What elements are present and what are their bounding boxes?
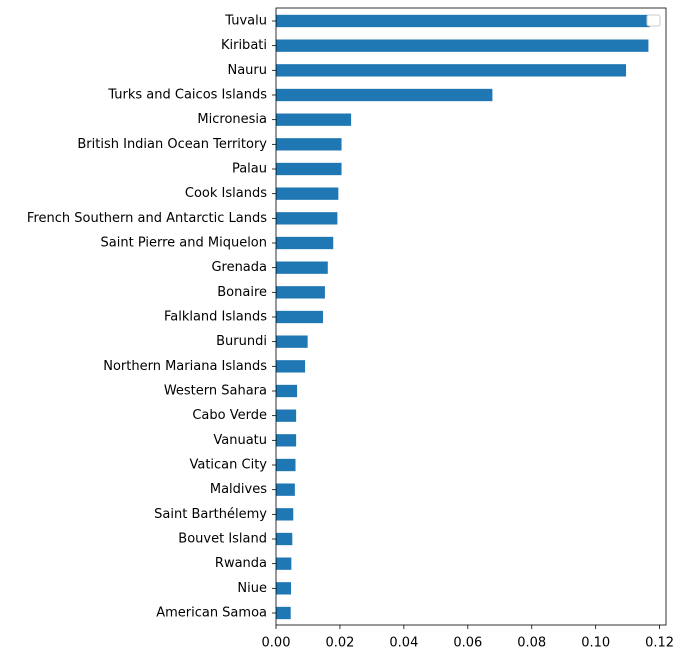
bar	[276, 532, 293, 546]
y-tick-label: Cabo Verde	[192, 408, 267, 423]
bar	[276, 286, 325, 299]
y-tick-label: Falkland Islands	[164, 310, 267, 325]
y-tick-label: Kiribati	[221, 38, 267, 53]
bar	[276, 14, 651, 28]
bar	[276, 88, 493, 102]
bar	[276, 162, 342, 176]
bar	[276, 360, 306, 373]
bar	[276, 212, 338, 225]
y-tick-label: Palau	[232, 162, 267, 177]
bar	[276, 138, 342, 151]
y-tick-label: Saint Barthélemy	[154, 507, 267, 522]
bar	[276, 606, 291, 620]
y-tick-label: Turks and Caicos Islands	[107, 88, 267, 103]
bar	[276, 434, 297, 447]
y-tick-label: Northern Mariana Islands	[103, 359, 267, 374]
y-tick-labels: Tuvalu Kiribati Nauru Turks and Caicos Isla…	[27, 14, 276, 621]
axes-frame	[275, 7, 667, 626]
y-tick-label: Burundi	[216, 334, 267, 349]
bar	[276, 310, 323, 324]
bar	[276, 557, 292, 570]
bar	[276, 261, 328, 274]
y-tick-label: Grenada	[211, 260, 267, 275]
bar	[276, 113, 352, 126]
bar	[276, 409, 297, 422]
y-tick-label: Nauru	[227, 63, 267, 78]
x-tick-label: 0.06	[453, 636, 482, 651]
bar	[276, 64, 627, 77]
y-tick-label: Rwanda	[215, 556, 267, 571]
y-tick-label: Micronesia	[197, 112, 267, 127]
legend-box	[646, 14, 661, 27]
x-tick-label: 0.12	[645, 636, 674, 651]
bar	[276, 335, 308, 348]
bar	[276, 236, 334, 250]
x-tick-label: 0.10	[581, 636, 610, 651]
y-tick-label: Bouvet Island	[178, 532, 267, 547]
y-tick-label: Western Sahara	[164, 384, 267, 399]
x-tick-label: 0.00	[262, 636, 291, 651]
bar	[276, 384, 298, 398]
y-tick-label: Maldives	[210, 482, 267, 497]
bar	[276, 458, 296, 472]
x-ticks: 0.00 0.02 0.04 0.06 0.08 0.10 0.12	[262, 625, 674, 651]
y-tick-label: American Samoa	[156, 606, 267, 621]
y-tick-label: Tuvalu	[224, 14, 267, 29]
bar	[276, 483, 295, 496]
y-tick-label: Niue	[237, 581, 267, 596]
y-tick-label: French Southern and Antarctic Lands	[27, 211, 267, 226]
bar	[276, 508, 294, 521]
bar	[276, 187, 339, 200]
y-tick-label: British Indian Ocean Territory	[77, 137, 267, 152]
x-tick-label: 0.04	[389, 636, 418, 651]
y-tick-label: Vanuatu	[213, 433, 267, 448]
bar	[276, 582, 292, 595]
x-tick-label: 0.08	[517, 636, 546, 651]
x-tick-label: 0.02	[325, 636, 354, 651]
y-tick-label: Bonaire	[217, 285, 267, 300]
bars-group	[276, 14, 651, 620]
y-tick-label: Saint Pierre and Miquelon	[101, 236, 267, 251]
y-tick-label: Cook Islands	[185, 186, 267, 201]
bar	[276, 39, 649, 52]
y-tick-label: Vatican City	[189, 458, 267, 473]
